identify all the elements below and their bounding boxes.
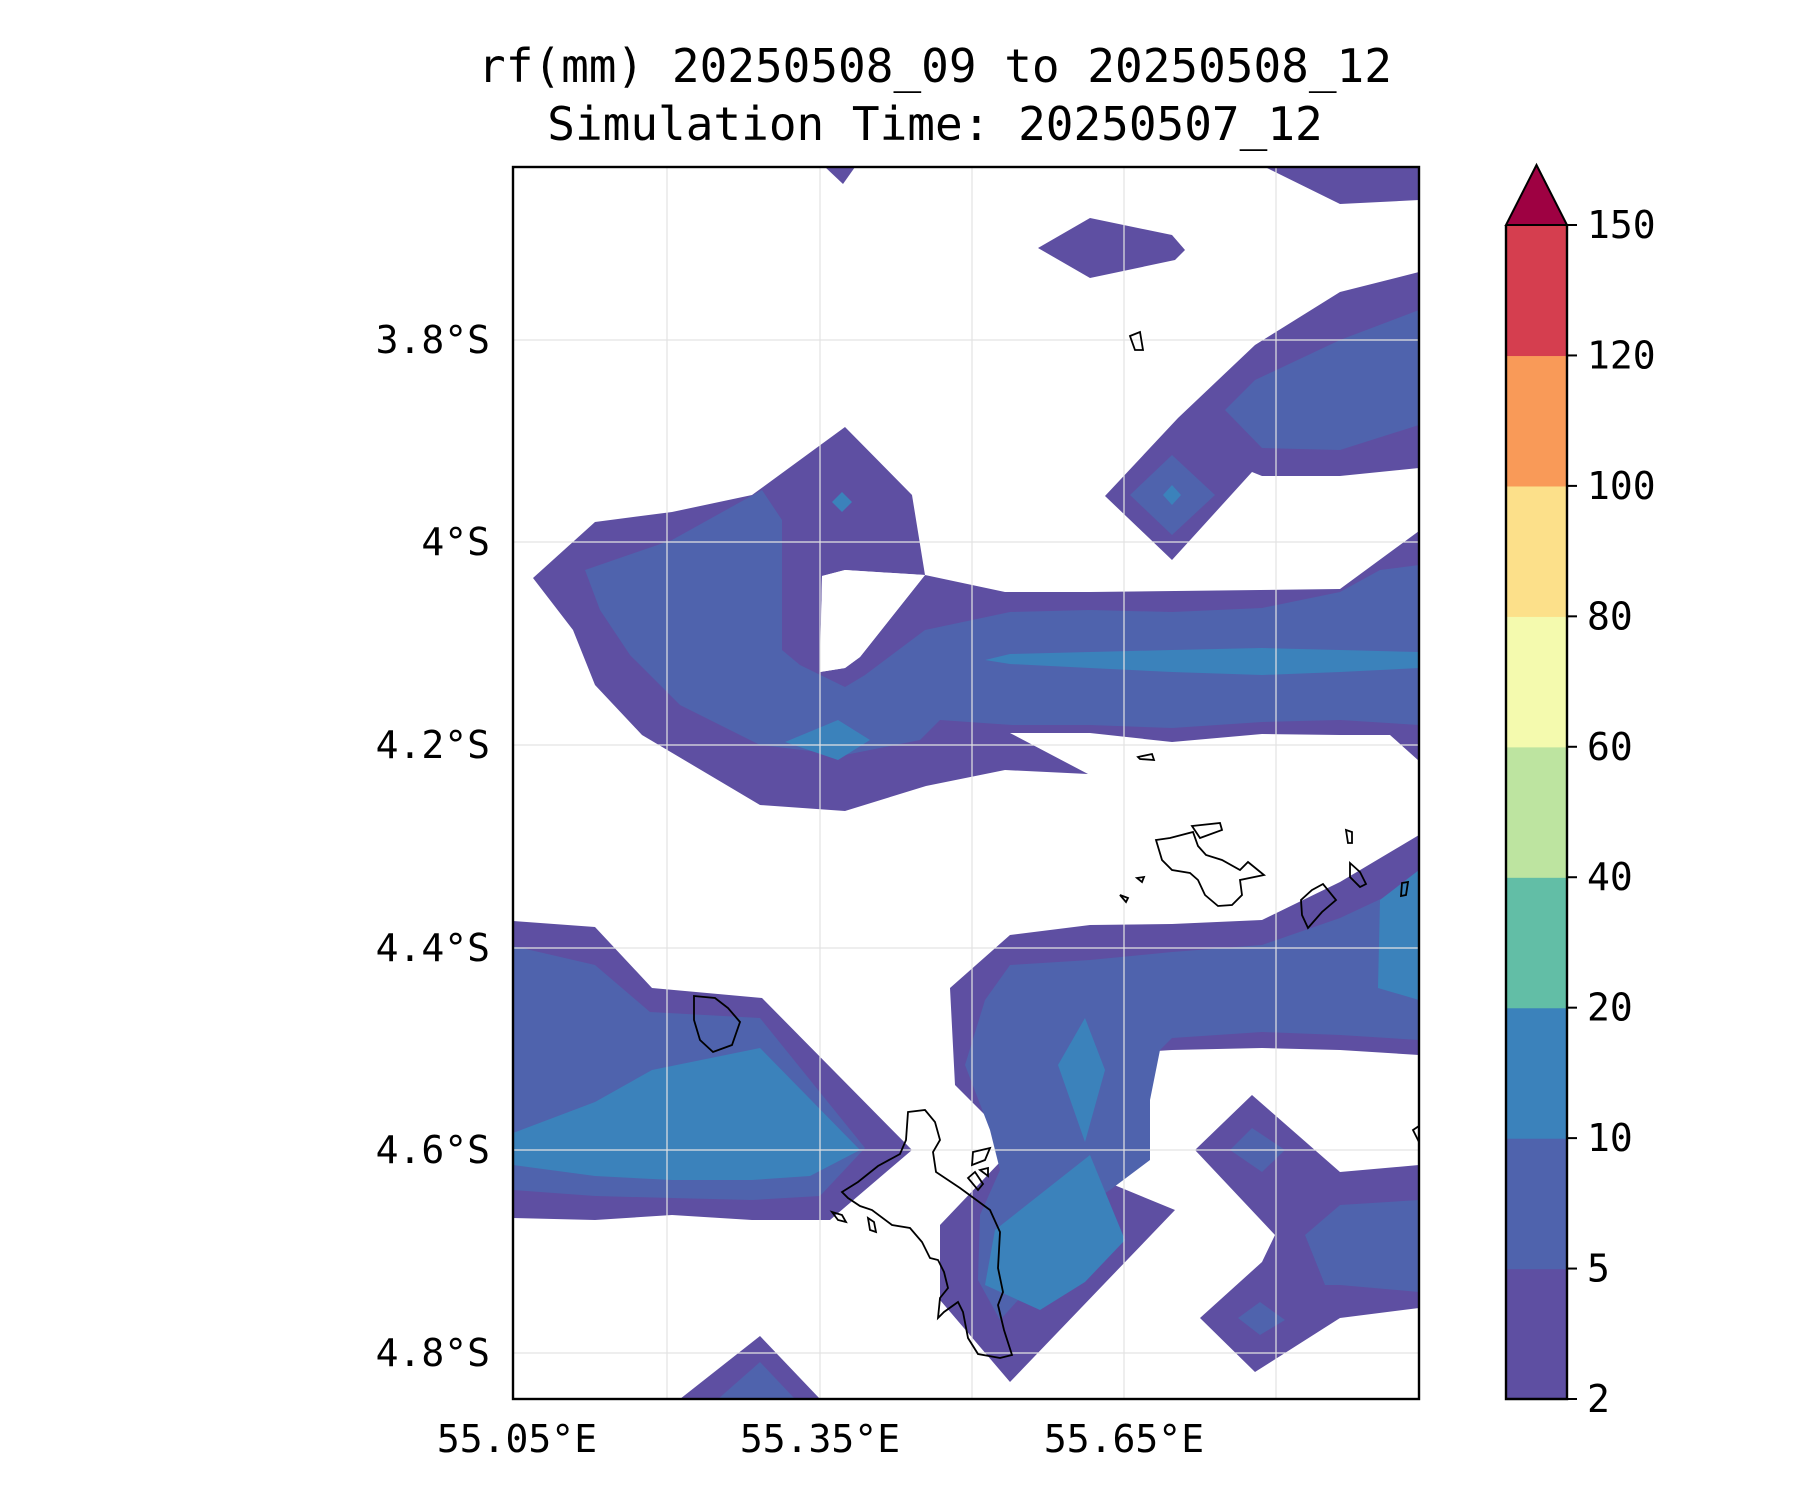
contour-2-5 — [680, 1336, 820, 1399]
lon-tick-label: 55.65°E — [1044, 1417, 1204, 1461]
contour-2-5 — [1265, 167, 1419, 204]
colorbar-extend-arrow — [1504, 162, 1569, 226]
colorbar-tick-label: 120 — [1587, 333, 1656, 377]
lat-tick-label: 4.8°S — [376, 1331, 490, 1375]
rainfall-contours — [513, 167, 1419, 1399]
contour-10-20 — [985, 648, 1419, 675]
lat-tick-label: 4°S — [421, 520, 490, 564]
contour-5-10 — [585, 490, 1419, 755]
contour-2-5 — [1038, 218, 1185, 278]
contour-10-20 — [985, 1155, 1125, 1310]
lat-tick-label: 4.6°S — [376, 1128, 490, 1172]
colorbar-tick-label: 80 — [1587, 594, 1633, 638]
gridlines — [513, 167, 1419, 1399]
colorbar-bin — [1506, 225, 1567, 357]
lat-tick-label: 4.2°S — [376, 723, 490, 767]
colorbar-bin — [1506, 1268, 1567, 1400]
lat-tick-label: 3.8°S — [376, 318, 490, 362]
contour-5-10 — [718, 1362, 795, 1399]
colorbar-bin — [1506, 485, 1567, 617]
map-title: rf(mm) 20250508_09 to 20250508_12 — [478, 39, 1392, 93]
lon-tick-label: 55.05°E — [437, 1417, 597, 1461]
island-mahe — [840, 1109, 1014, 1359]
contour-5-10 — [1305, 1200, 1419, 1292]
colorbar-bin — [1506, 1138, 1567, 1270]
colorbar-tick-label: 10 — [1587, 1116, 1633, 1160]
colorbar-tick-label: 40 — [1587, 855, 1633, 899]
contour-10-20 — [1163, 485, 1181, 505]
lon-axis: 55.05°E 55.35°E 55.65°E — [437, 1417, 1204, 1461]
colorbar-bin — [1506, 877, 1567, 1009]
colorbar-bin — [1506, 616, 1567, 748]
colorbar-frame — [1504, 225, 1569, 1401]
map-frame — [511, 165, 1421, 1401]
colorbar-bin — [1506, 355, 1567, 487]
map-subtitle: Simulation Time: 20250507_12 — [547, 97, 1323, 151]
island-praslin — [1154, 830, 1267, 907]
colorbar: 2 5 10 20 40 60 80 100 120 150 — [1504, 162, 1656, 1421]
colorbar-bin — [1506, 1007, 1567, 1139]
colorbar-tick-label: 20 — [1587, 986, 1633, 1030]
colorbar-tick-label: 150 — [1587, 203, 1656, 247]
contour-10-20 — [1378, 870, 1419, 1000]
lon-tick-label: 55.35°E — [740, 1417, 900, 1461]
contour-5-10 — [1225, 310, 1419, 450]
lat-axis: 3.8°S 4°S 4.2°S 4.4°S 4.6°S 4.8°S — [376, 318, 490, 1375]
island-silhouette — [693, 995, 742, 1054]
contour-10-20 — [785, 720, 870, 760]
colorbar-tick-label: 100 — [1587, 464, 1656, 508]
contour-5-10 — [1238, 1302, 1285, 1335]
contour-gap — [820, 570, 925, 672]
contour-10-20 — [832, 492, 852, 512]
contour-10-20 — [1058, 1018, 1105, 1142]
island-ladigue — [1300, 882, 1338, 930]
colorbar-tick-label: 5 — [1587, 1247, 1610, 1291]
coastlines — [693, 330, 1419, 1359]
contour-10-20 — [513, 1048, 860, 1180]
colorbar-tick-label: 2 — [1587, 1377, 1610, 1421]
lat-tick-label: 4.4°S — [376, 926, 490, 970]
contour-2-5 — [825, 167, 855, 184]
colorbar-bin — [1506, 746, 1567, 878]
colorbar-tick-label: 60 — [1587, 725, 1633, 769]
